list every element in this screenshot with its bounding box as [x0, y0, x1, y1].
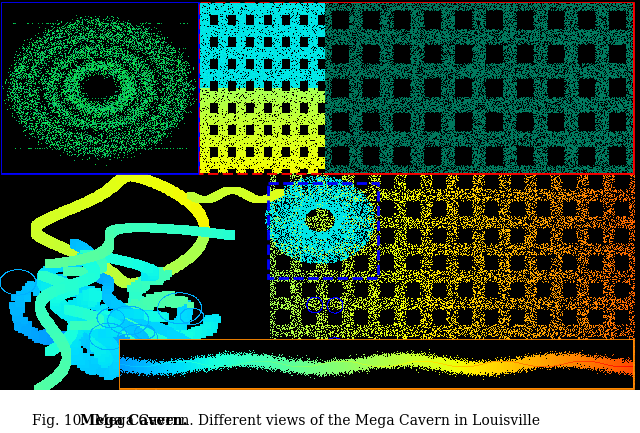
Text: Mega Cavern.: Mega Cavern.: [80, 414, 188, 428]
Bar: [120, 340, 633, 388]
Bar: [268, 183, 378, 278]
Bar: [325, 3, 633, 173]
Bar: [2, 3, 198, 173]
Bar: [200, 3, 330, 173]
Text: Fig. 10.  Mega Cavern. Different views of the Mega Cavern in Louisville: Fig. 10. Mega Cavern. Different views of…: [32, 414, 540, 428]
